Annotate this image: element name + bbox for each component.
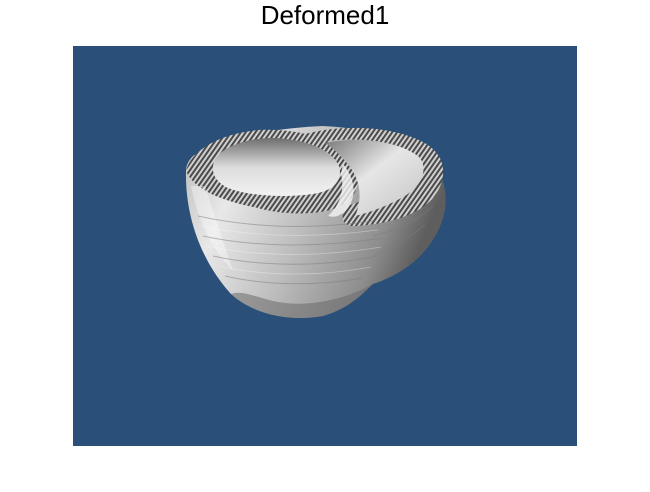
heart-ventricle-render (73, 46, 577, 446)
figure-title: Deformed1 (260, 0, 390, 30)
lv-cavity (325, 139, 424, 216)
rv-cavity (212, 138, 340, 196)
render-viewport[interactable] (73, 46, 577, 446)
lv-rim (305, 127, 444, 227)
